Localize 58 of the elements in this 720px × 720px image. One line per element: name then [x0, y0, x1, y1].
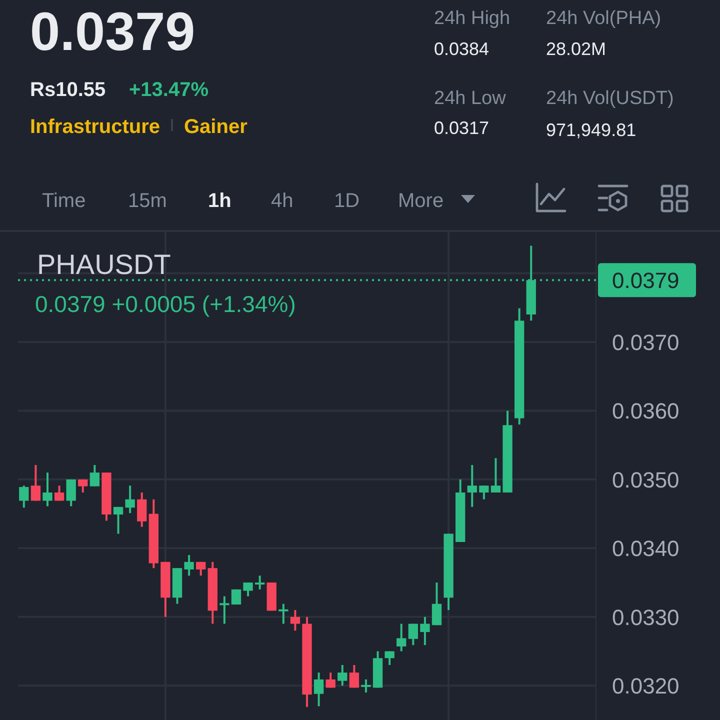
- text: 0.0379 +0.0005 (+1.34%): [35, 291, 296, 317]
- ref-line-label: 0.0379: [612, 268, 680, 293]
- candlestick: [137, 491, 147, 528]
- candlestick: [338, 664, 348, 687]
- text: Infrastructure: [30, 116, 160, 138]
- candlestick: [420, 616, 430, 646]
- candlestick: [467, 464, 477, 508]
- candlestick: [125, 484, 135, 514]
- candlestick: [19, 484, 29, 509]
- candlestick: [490, 457, 501, 494]
- candlestick: [326, 672, 336, 689]
- text: 0.0384: [434, 39, 490, 59]
- text: 15m: [128, 190, 167, 212]
- text: 28.02M: [546, 39, 606, 59]
- candlestick: [184, 554, 194, 577]
- text: 1h: [208, 190, 232, 212]
- text: Time: [42, 190, 86, 212]
- candlestick: [42, 472, 52, 508]
- text: PHAUSDT: [37, 249, 171, 280]
- candlestick: [408, 622, 418, 646]
- y-tick-label: 0.0340: [612, 536, 680, 561]
- y-tick-label: 0.0320: [612, 673, 680, 698]
- candlestick: [314, 672, 324, 708]
- text: 24h Vol(PHA): [546, 8, 662, 29]
- candlestick: [361, 678, 371, 694]
- text: 0.0317: [434, 118, 490, 138]
- y-tick-label: 0.0370: [612, 329, 680, 354]
- y-tick-label: 0.0330: [612, 604, 680, 630]
- text: 971,949.81: [546, 120, 636, 140]
- y-tick-label: 0.0350: [612, 466, 680, 492]
- candlestick: [396, 622, 406, 652]
- candlestick: [66, 478, 76, 508]
- candlestick: [113, 506, 124, 535]
- text: +13.47%: [129, 79, 209, 101]
- candlestick: [54, 484, 64, 502]
- candlestick: [220, 595, 230, 625]
- text: Gainer: [184, 116, 248, 138]
- candlestick: [196, 560, 206, 577]
- candlestick: [254, 574, 265, 590]
- text: 1D: [334, 190, 360, 212]
- candlestick: [243, 582, 253, 598]
- candlestick: [432, 582, 442, 626]
- candlestick: [479, 484, 489, 500]
- text: 24h Vol(USDT): [546, 88, 674, 109]
- candlestick: [290, 609, 300, 632]
- candlestick: [78, 478, 88, 494]
- y-tick-label: 0.0360: [612, 398, 680, 424]
- candlestick: [349, 664, 360, 689]
- text: More: [398, 190, 444, 212]
- text: 24h High: [434, 8, 510, 29]
- candlestick: [90, 464, 100, 488]
- candlestick: [384, 650, 394, 666]
- text: 0.0379: [30, 2, 196, 62]
- text: 24h Low: [434, 88, 506, 109]
- candlestick: [30, 464, 41, 502]
- text: 4h: [271, 190, 294, 212]
- candlestick: [278, 602, 288, 625]
- text: Rs10.55: [30, 79, 106, 101]
